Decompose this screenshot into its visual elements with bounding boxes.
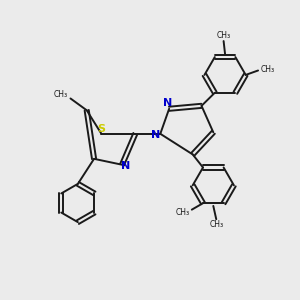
Text: CH₃: CH₃ — [53, 90, 67, 99]
Text: N: N — [163, 98, 172, 109]
Text: CH₃: CH₃ — [175, 208, 190, 217]
Text: N: N — [151, 130, 160, 140]
Text: N: N — [121, 161, 130, 171]
Text: CH₃: CH₃ — [217, 31, 231, 40]
Text: CH₃: CH₃ — [260, 64, 274, 74]
Text: S: S — [98, 124, 105, 134]
Text: CH₃: CH₃ — [209, 220, 223, 229]
